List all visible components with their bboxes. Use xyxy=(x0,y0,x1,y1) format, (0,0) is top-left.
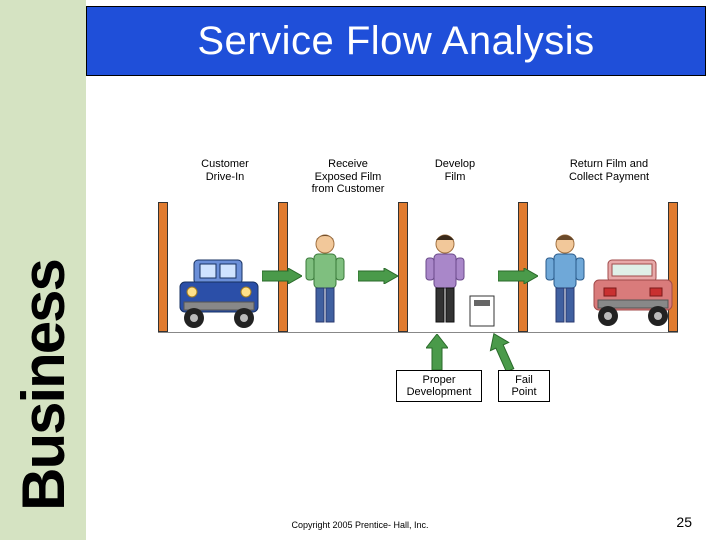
pillar-1 xyxy=(158,202,168,332)
customer-car-out xyxy=(586,252,682,332)
callout-proper: ProperDevelopment xyxy=(396,370,482,402)
stage-4-label: Return Film andCollect Payment xyxy=(550,158,668,183)
callout-fail: FailPoint xyxy=(498,370,550,402)
callout-fail-text: FailPoint xyxy=(511,374,536,398)
flow-arrow-1 xyxy=(262,268,302,284)
fail-arrow-icon xyxy=(482,332,522,372)
clerk-receive xyxy=(300,232,350,332)
side-label: Business xyxy=(4,100,82,420)
stage-3: DevelopFilm xyxy=(420,158,490,183)
service-flow-diagram: CustomerDrive-In ReceiveExposed Filmfrom… xyxy=(100,140,690,420)
flow-arrow-3 xyxy=(498,268,538,284)
stage-1-label: CustomerDrive-In xyxy=(190,158,260,183)
stage-2: ReceiveExposed Filmfrom Customer xyxy=(300,158,396,196)
pillar-4 xyxy=(518,202,528,332)
title-bar: Service Flow Analysis xyxy=(86,6,706,76)
side-label-text: Business xyxy=(9,260,78,511)
customer-car-in xyxy=(170,252,270,332)
proper-arrow-icon xyxy=(426,334,448,370)
stage-4: Return Film andCollect Payment xyxy=(550,158,668,183)
developer-person xyxy=(420,232,470,332)
pillar-2 xyxy=(278,202,288,332)
clerk-return xyxy=(540,232,590,332)
floor-line xyxy=(158,332,678,333)
slide-title: Service Flow Analysis xyxy=(197,19,594,64)
stage-2-label: ReceiveExposed Filmfrom Customer xyxy=(300,158,396,196)
slide: Service Flow Analysis Business CustomerD… xyxy=(0,0,720,540)
pillar-3 xyxy=(398,202,408,332)
stage-3-label: DevelopFilm xyxy=(420,158,490,183)
page-number: 25 xyxy=(676,514,692,530)
copyright-text: Copyright 2005 Prentice- Hall, Inc. xyxy=(0,520,720,530)
stage-1: CustomerDrive-In xyxy=(190,158,260,183)
flow-arrow-2 xyxy=(358,268,398,284)
callout-proper-text: ProperDevelopment xyxy=(407,374,472,398)
develop-machine-icon xyxy=(468,290,496,330)
